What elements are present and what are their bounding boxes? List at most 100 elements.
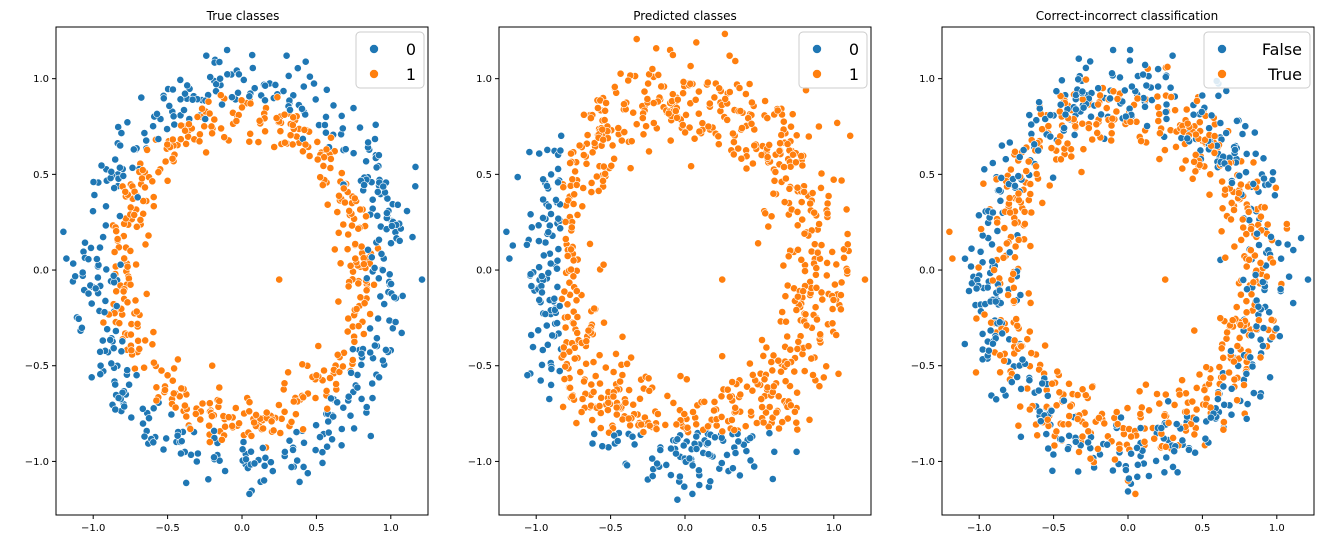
scatter-point [974,263,983,272]
scatter-point [640,87,649,96]
scatter-point [690,134,699,143]
scatter-point [387,279,395,288]
scatter-point [1246,246,1255,255]
scatter-point [234,70,243,79]
scatter-point [828,247,837,256]
scatter-point [1010,336,1019,345]
scatter-point [322,386,331,395]
scatter-point [984,346,993,355]
scatter-point [977,225,985,233]
scatter-point [789,150,797,159]
scatter-point [207,412,216,421]
scatter-point [408,233,417,241]
scatter-point [289,113,298,122]
scatter-point [598,125,607,134]
scatter-point [1014,172,1023,180]
scatter-point [673,495,682,504]
scatter-point [322,145,331,154]
scatter-point [347,368,355,377]
scatter-point [137,93,146,102]
scatter-point [679,78,688,86]
scatter-point [508,241,517,250]
x-tick-label: 0.5 [308,523,324,534]
scatter-point [372,163,381,172]
scatter-point [616,377,624,386]
scatter-point [644,374,653,383]
scatter-point [1015,153,1024,161]
scatter-point [1214,91,1223,100]
scatter-point [590,429,599,438]
scatter-point [84,289,93,298]
scatter-point [324,428,333,437]
scatter-point [1198,91,1207,100]
scatter-point [543,145,552,154]
scatter-point [686,79,695,88]
scatter-point [721,30,729,38]
scatter-point [168,135,177,144]
scatter-point [815,382,824,391]
scatter-point [1188,174,1197,183]
scatter-point [569,256,578,265]
scatter-point [141,240,150,249]
scatter-point [601,169,609,178]
scatter-point [602,99,610,107]
scatter-point [579,151,588,159]
scatter-point [96,243,104,252]
scatter-point [1014,196,1023,205]
scatter-point [1244,207,1253,216]
scatter-point [1152,456,1160,465]
scatter-point [1161,108,1170,116]
scatter-point [988,240,996,249]
scatter-point [685,454,694,463]
scatter-point [1237,180,1245,189]
scatter-point [1271,191,1279,200]
scatter-point [535,149,544,158]
scatter-point [555,302,564,310]
scatter-point [1269,168,1277,177]
scatter-point [809,371,817,379]
scatter-point [114,394,123,402]
scatter-point [351,254,360,263]
scatter-point [387,239,395,248]
scatter-point [418,275,426,284]
scatter-point [1094,84,1103,93]
scatter-point [764,222,773,231]
scatter-point [1054,138,1063,146]
scatter-point [182,139,190,148]
legend-marker [812,69,822,79]
scatter-point [579,184,588,192]
scatter-point [695,127,704,136]
scatter-point [587,188,596,196]
scatter-point [1087,112,1095,121]
scatter-point [362,212,370,221]
scatter-point [1259,324,1268,332]
y-tick-label: −1.0 [468,457,492,468]
scatter-point [742,90,750,98]
scatter-point [169,112,178,121]
scatter-point [176,449,185,458]
scatter-point [130,364,139,373]
scatter-point [1201,434,1210,443]
scatter-point [360,299,369,308]
scatter-point [1018,355,1027,364]
scatter-point [329,101,338,110]
scatter-point [248,51,257,59]
scatter-point [1251,251,1259,260]
scatter-point [286,106,294,114]
scatter-point [989,339,997,348]
scatter-point [1260,174,1268,183]
scatter-point [144,231,153,240]
scatter-point [661,420,670,429]
scatter-point [184,120,193,129]
scatter-point [301,140,310,149]
scatter-point [564,196,573,205]
scatter-point [568,392,577,401]
scatter-point [1233,342,1242,350]
scatter-point [320,121,329,129]
scatter-point [1044,444,1053,453]
scatter-point [1274,239,1283,247]
scatter-point [1048,466,1057,475]
scatter-point [350,194,359,203]
scatter-point [279,87,288,95]
scatter-point [299,462,308,471]
